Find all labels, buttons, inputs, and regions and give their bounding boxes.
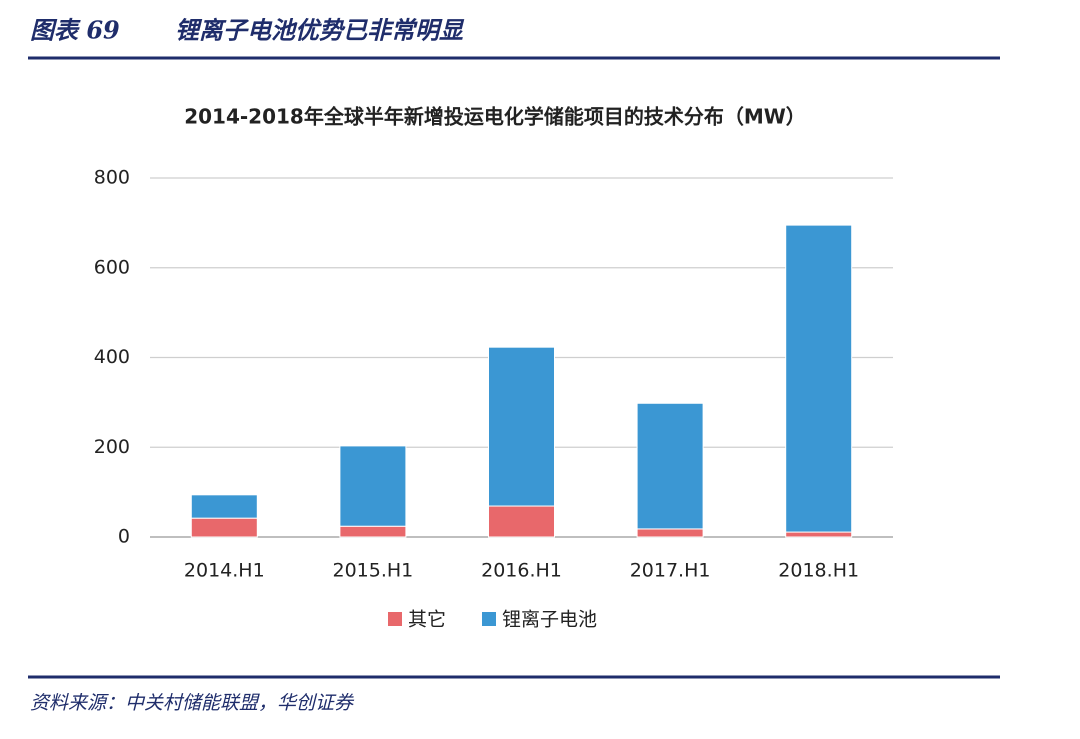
y-tick-label: 0	[118, 526, 130, 548]
x-tick-label: 2016.H1	[481, 560, 562, 582]
bar-segment	[488, 346, 555, 507]
figure-number: 图表 69	[30, 16, 120, 45]
x-tick-label: 2014.H1	[184, 560, 265, 582]
x-tick-label: 2015.H1	[333, 560, 414, 582]
y-tick-label: 400	[94, 346, 130, 368]
bar-segment	[636, 402, 704, 530]
legend-label: 其它	[408, 609, 446, 631]
bar-segment	[339, 445, 407, 527]
bar-segment	[785, 224, 853, 533]
source: 资料来源：中关村储能联盟，华创证券	[30, 692, 355, 714]
legend-swatch	[388, 612, 402, 626]
chart-title: 2014-2018年全球半年新增投运电化学储能项目的技术分布（MW）	[184, 105, 806, 129]
figure-title: 锂离子电池优势已非常明显	[175, 16, 465, 45]
bar-segment	[636, 528, 704, 538]
x-tick-label: 2018.H1	[778, 560, 859, 582]
legend-swatch	[482, 612, 496, 626]
y-tick-label: 600	[94, 256, 130, 278]
bar-segment	[785, 531, 853, 538]
y-tick-label: 200	[94, 436, 130, 458]
y-tick-label: 800	[94, 167, 130, 189]
x-tick-label: 2017.H1	[630, 560, 711, 582]
bar-segment	[190, 517, 258, 538]
bar-segment	[190, 494, 258, 519]
legend-label: 锂离子电池	[502, 609, 597, 631]
bar-segment	[339, 525, 407, 538]
bar-segment	[488, 505, 555, 538]
